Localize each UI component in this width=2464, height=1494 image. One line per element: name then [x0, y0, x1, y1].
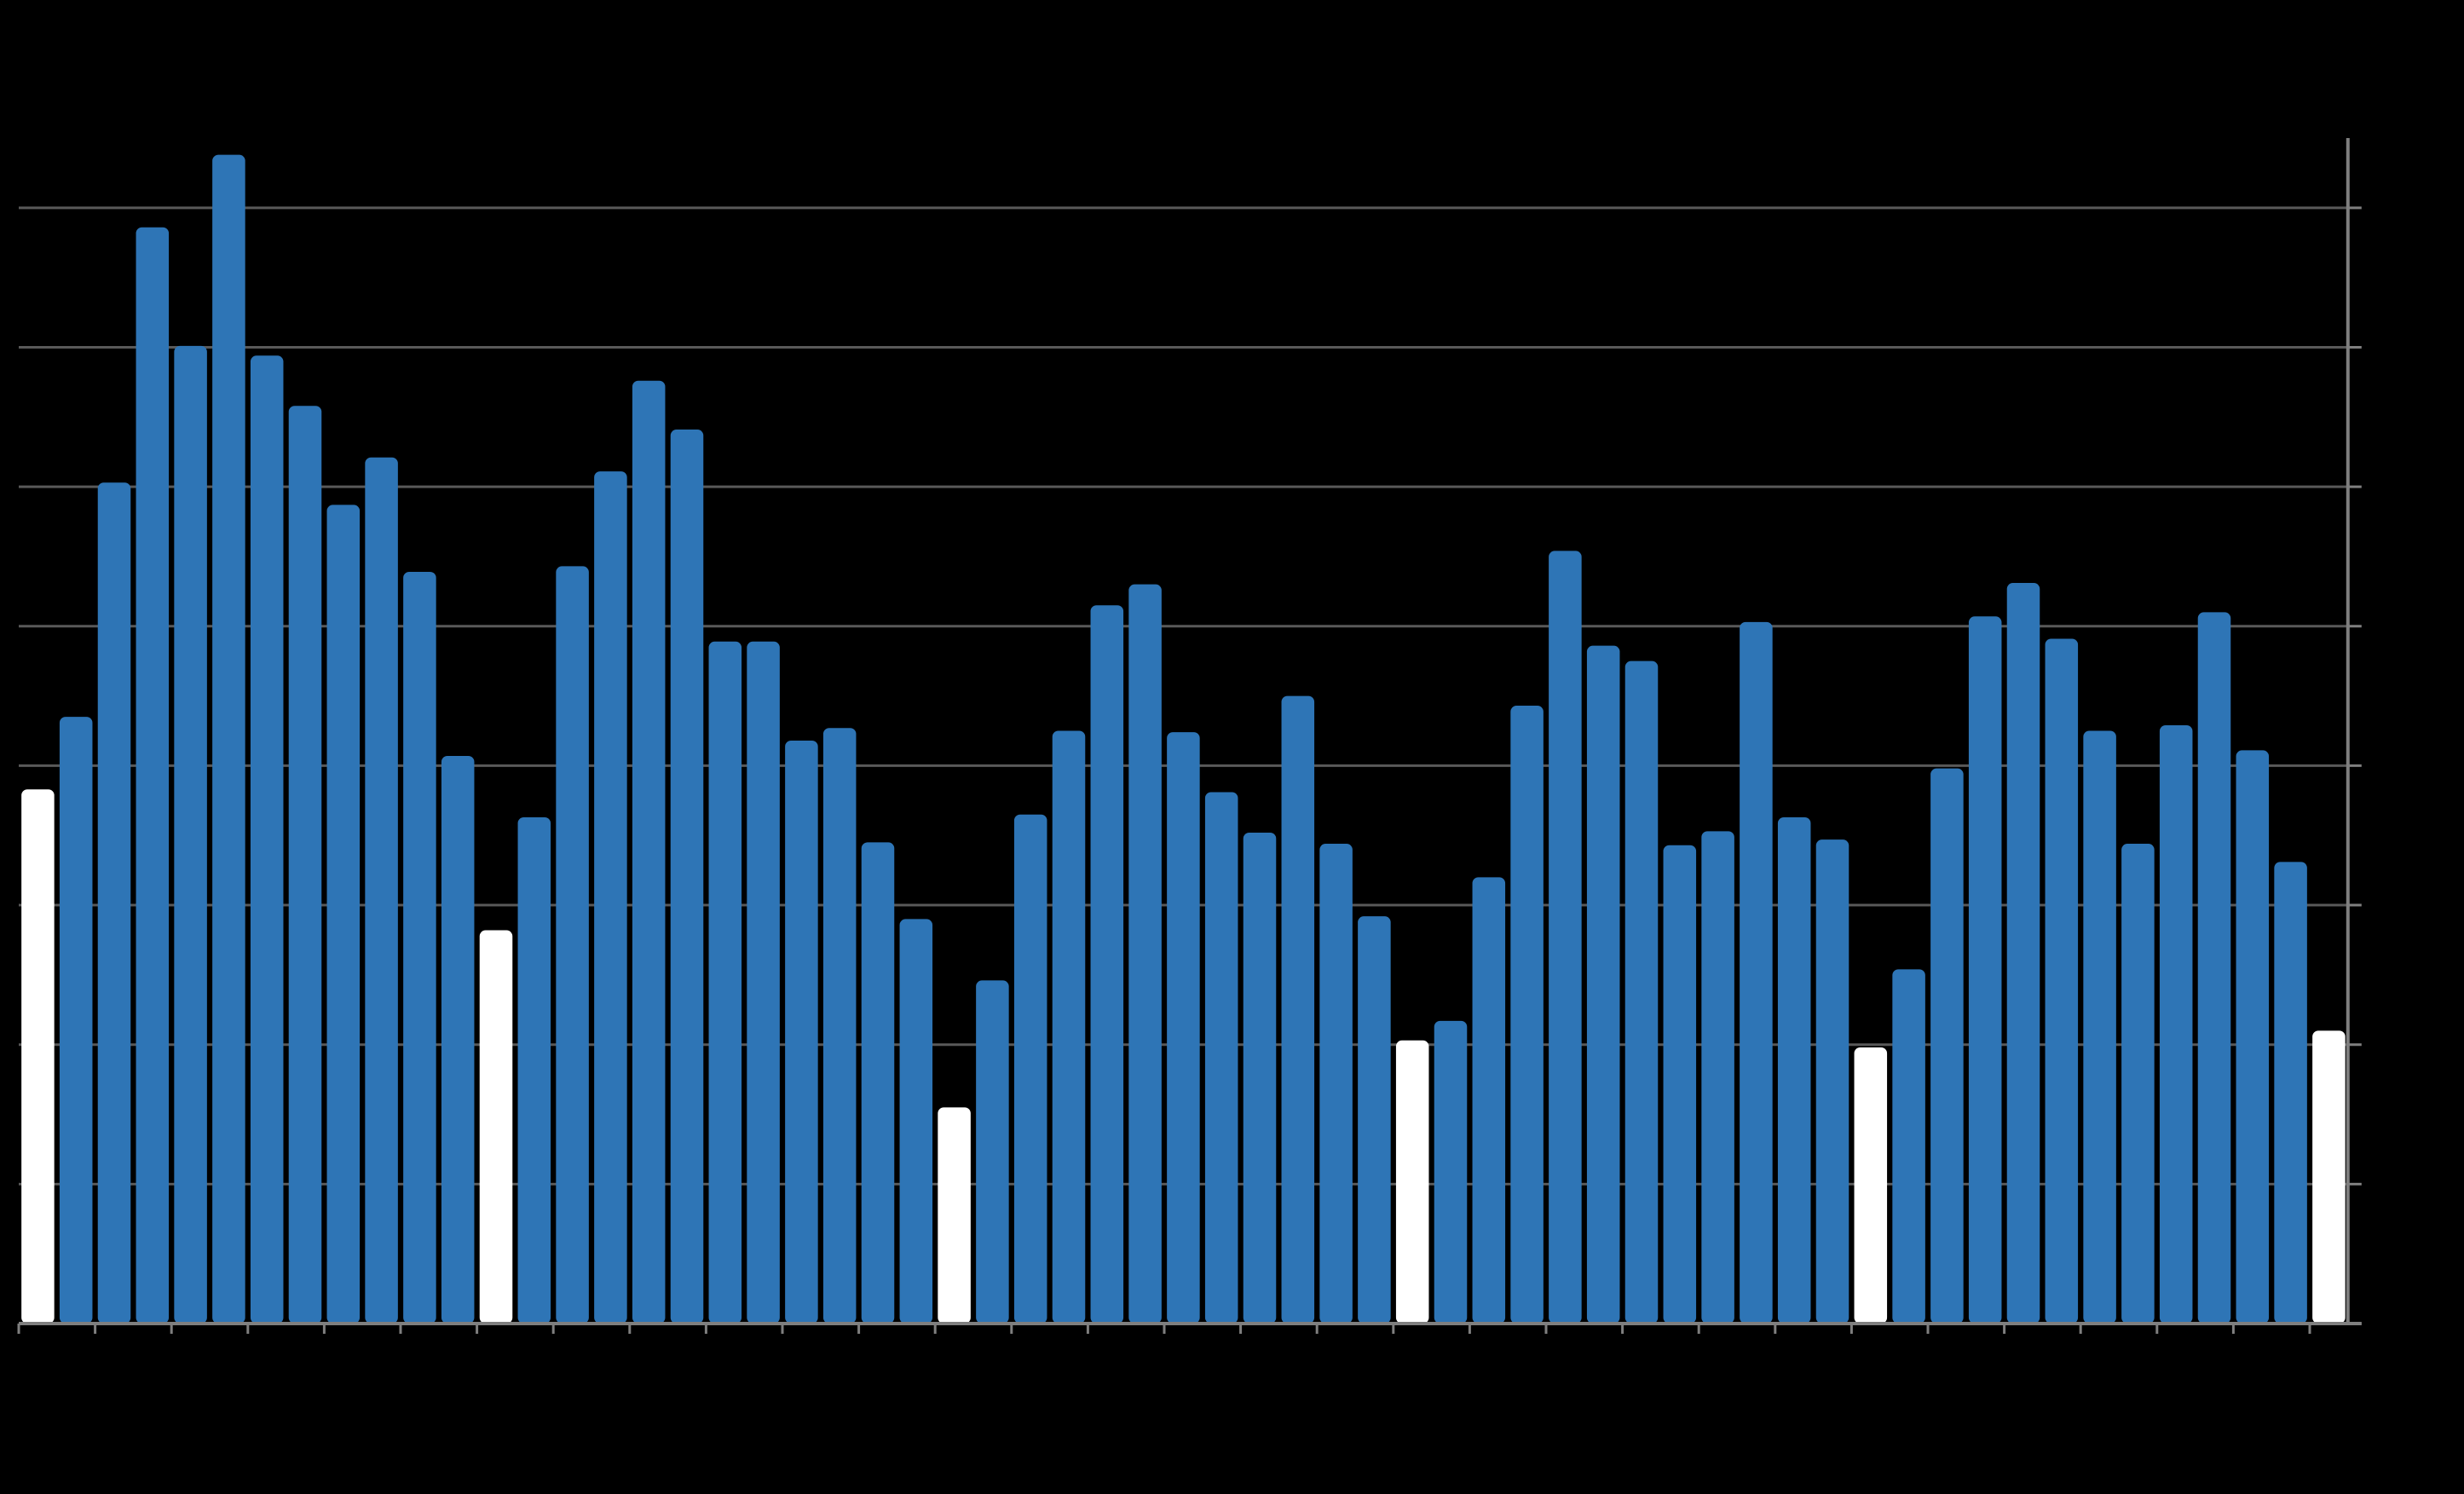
bar: [556, 566, 589, 1324]
bar: [861, 842, 895, 1324]
bar: [1930, 768, 1964, 1324]
bar: [2045, 638, 2079, 1324]
bar: [1892, 969, 1925, 1324]
bar: [2006, 583, 2040, 1324]
bar: [1586, 645, 1620, 1324]
bar: [2159, 724, 2193, 1324]
bar: [1434, 1020, 1468, 1324]
bar: [288, 406, 322, 1324]
bar: [1090, 605, 1124, 1324]
bar: [822, 728, 857, 1324]
bar: [97, 482, 131, 1324]
bar: [747, 641, 780, 1324]
bar: [1777, 816, 1811, 1324]
bar: [1395, 1040, 1429, 1324]
bar: [1204, 792, 1238, 1324]
bar: [670, 430, 704, 1324]
bar: [1358, 916, 1391, 1324]
bar: [441, 755, 475, 1324]
bar: [1319, 844, 1353, 1324]
bar: [2274, 862, 2307, 1324]
bar: [785, 740, 818, 1324]
bar: [1052, 730, 1086, 1324]
bar: [1624, 660, 1659, 1324]
bar: [1968, 616, 2002, 1324]
bar: [174, 345, 207, 1324]
bar: [708, 641, 742, 1324]
bar: [136, 227, 170, 1324]
bar: [479, 930, 513, 1324]
bar: [1281, 695, 1315, 1324]
bar: [632, 380, 666, 1324]
bar: [2312, 1030, 2346, 1324]
bar: [1013, 814, 1047, 1324]
bar: [1815, 839, 1849, 1324]
bar: [1472, 877, 1506, 1324]
bar: [2236, 750, 2270, 1324]
bar: [517, 816, 551, 1324]
bar: [1167, 732, 1200, 1324]
bar: [2121, 844, 2155, 1324]
bar: [976, 980, 1009, 1324]
bar: [1549, 551, 1582, 1324]
bar: [326, 505, 361, 1324]
bar: [1740, 621, 1773, 1324]
bar: [403, 571, 436, 1324]
bar: [1243, 832, 1277, 1324]
bar: [2083, 730, 2116, 1324]
bar: [212, 154, 245, 1324]
bar: [899, 919, 933, 1324]
bar: [1854, 1047, 1888, 1324]
bar: [21, 789, 55, 1324]
bar: [1701, 831, 1734, 1324]
bar: [250, 355, 284, 1324]
bar: [59, 717, 93, 1324]
bar: [1128, 584, 1162, 1324]
bar: [594, 471, 627, 1324]
bar: [365, 457, 398, 1324]
bar: [1510, 706, 1544, 1324]
bar: [938, 1107, 971, 1324]
bar: [1663, 845, 1697, 1324]
bar: [2197, 612, 2231, 1324]
